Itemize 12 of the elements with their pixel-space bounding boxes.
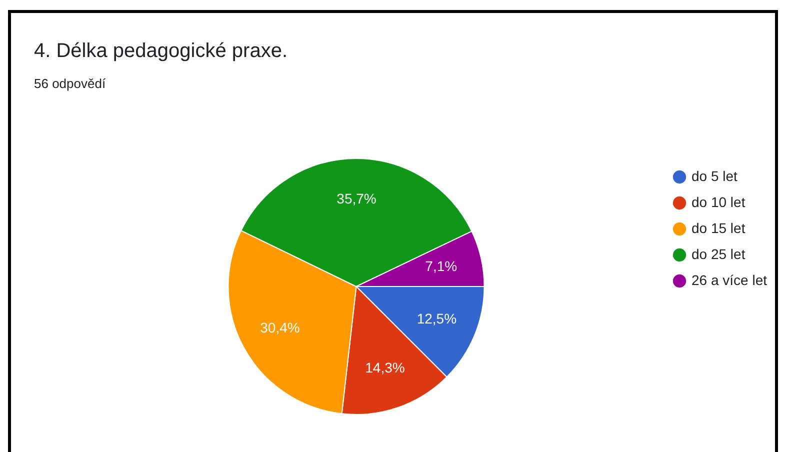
legend-label: do 15 let — [692, 220, 746, 236]
data-label: 12,5% — [416, 310, 457, 327]
data-label: 14,3% — [365, 360, 405, 376]
legend-label: 26 a více let — [692, 272, 768, 288]
text: 56 odpovědí — [34, 76, 106, 91]
data-label: 7,1% — [425, 258, 458, 274]
data-label: 30,4% — [260, 319, 300, 336]
legend-label: do 10 let — [692, 194, 746, 210]
chart-title: 4. Délka pedagogické praxe. — [34, 40, 288, 63]
legend-label: do 5 let — [692, 168, 738, 184]
data-label: 35,7% — [336, 190, 376, 206]
legend-label: do 25 let — [692, 246, 746, 262]
